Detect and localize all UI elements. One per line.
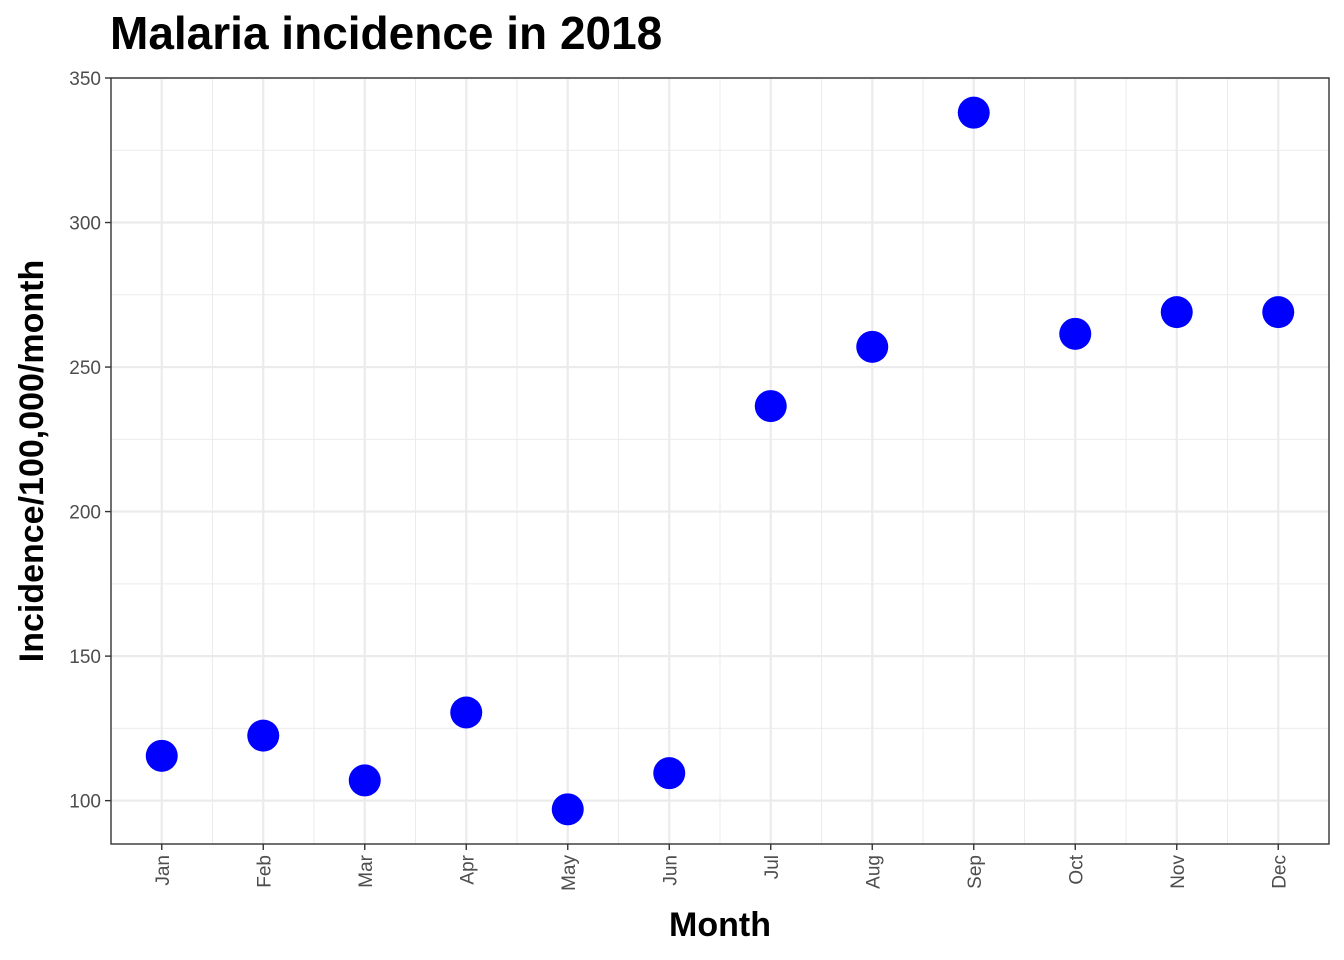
data-point [653, 757, 686, 790]
y-tick-label: 100 [69, 792, 101, 813]
chart-title: Malaria incidence in 2018 [110, 7, 663, 59]
y-tick-label: 250 [69, 358, 101, 379]
data-point [754, 390, 787, 423]
y-tick-label: 150 [69, 647, 101, 668]
x-tick-label: Dec [1269, 855, 1290, 889]
data-point [856, 330, 889, 363]
data-point [957, 96, 990, 129]
x-tick-label: Mar [356, 854, 377, 887]
y-tick-label: 200 [69, 503, 101, 524]
x-tick-label: Apr [457, 854, 478, 884]
data-point [145, 739, 178, 772]
data-point [1059, 317, 1092, 350]
data-point [450, 696, 483, 729]
axis-layer: 100 150 200 250 300 350 Jan Feb Mar Apr May Jun Jul A… [69, 69, 1290, 891]
grid-layer [111, 76, 1329, 844]
x-tick-label: Jun [660, 855, 681, 886]
x-tick-label: Feb [254, 855, 275, 888]
x-axis-title: Month [669, 906, 771, 944]
x-tick-label: Nov [1168, 855, 1189, 889]
x-tick-label: Jul [762, 855, 783, 879]
x-tick-label: May [559, 855, 580, 891]
data-point [348, 764, 381, 797]
y-tick-label: 350 [69, 69, 101, 90]
x-tick-label: Oct [1066, 854, 1087, 884]
x-tick-label: Jan [153, 855, 174, 886]
x-tick-label: Aug [863, 855, 884, 889]
data-point [551, 793, 584, 826]
data-points [145, 96, 1295, 826]
data-point [1262, 296, 1295, 329]
panel-border [110, 77, 1330, 845]
y-axis-title: Incidence/100,000/month [13, 260, 51, 663]
x-tick-label: Sep [965, 855, 986, 889]
y-tick-label: 300 [69, 214, 101, 235]
data-point [247, 719, 280, 752]
data-point [1160, 296, 1193, 329]
